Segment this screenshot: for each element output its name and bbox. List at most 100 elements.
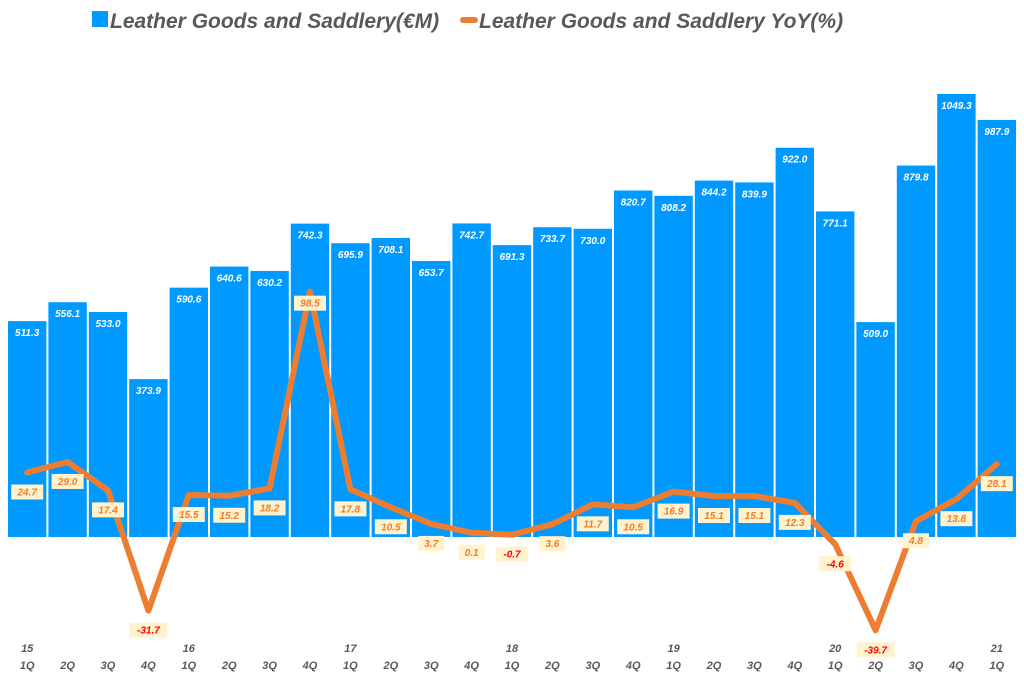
bar-value-label: 533.0 bbox=[95, 319, 120, 330]
bar bbox=[937, 94, 976, 537]
yoy-value-label: 11.7 bbox=[583, 519, 602, 530]
bar-value-label: 509.0 bbox=[863, 329, 888, 340]
x-axis-quarter-label: 2Q bbox=[382, 660, 398, 672]
x-axis-year-label: 17 bbox=[344, 643, 357, 655]
yoy-label-box bbox=[819, 556, 852, 572]
bar-value-label: 373.9 bbox=[136, 386, 161, 397]
yoy-label-box bbox=[940, 511, 973, 527]
x-axis-quarter-label: 2Q bbox=[221, 660, 237, 672]
x-axis-year-label: 16 bbox=[183, 643, 196, 655]
yoy-value-label: 13.8 bbox=[947, 514, 967, 525]
bar-value-label: 771.1 bbox=[823, 218, 848, 229]
yoy-label-box bbox=[698, 508, 730, 524]
yoy-value-label: 3.6 bbox=[545, 539, 559, 550]
x-axis-quarter-label: 1Q bbox=[343, 660, 358, 672]
yoy-value-label: 15.1 bbox=[704, 511, 724, 522]
x-axis-quarter-label: 2Q bbox=[867, 660, 883, 672]
yoy-value-label: 15.1 bbox=[745, 511, 765, 522]
yoy-value-label: 3.7 bbox=[424, 539, 438, 550]
yoy-line bbox=[24, 288, 1000, 634]
yoy-label-box bbox=[617, 519, 650, 535]
bar-value-label: 922.0 bbox=[782, 155, 807, 166]
legend-label-bar: Leather Goods and Saddlery(€M) bbox=[110, 10, 439, 33]
bar-value-label: 879.8 bbox=[903, 173, 928, 184]
bar-value-label: 808.2 bbox=[661, 203, 686, 214]
yoy-label-box bbox=[172, 507, 205, 523]
bar bbox=[129, 379, 168, 537]
yoy-value-label: 17.8 bbox=[341, 504, 361, 515]
yoy-value-label: 98.5 bbox=[300, 299, 320, 310]
yoy-label-box bbox=[213, 507, 246, 523]
x-axis-year-label: 15 bbox=[21, 643, 34, 655]
legend-swatch-bar bbox=[92, 11, 108, 27]
yoy-label-box bbox=[496, 546, 528, 562]
yoy-label-box bbox=[374, 519, 407, 535]
yoy-label-box bbox=[92, 502, 124, 518]
yoy-label-box bbox=[576, 516, 609, 532]
bar bbox=[896, 165, 936, 538]
x-axis-quarter-label: 4Q bbox=[786, 660, 802, 672]
yoy-value-label: 24.7 bbox=[16, 487, 37, 498]
yoy-value-label: 15.2 bbox=[219, 511, 239, 522]
bar bbox=[735, 182, 774, 537]
yoy-value-label: 29.0 bbox=[57, 477, 78, 488]
x-axis-quarter-label: 4Q bbox=[140, 660, 156, 672]
bar bbox=[492, 245, 532, 537]
bar bbox=[654, 195, 693, 537]
x-axis-quarter-label: 4Q bbox=[302, 660, 318, 672]
yoy-label-box bbox=[294, 295, 326, 311]
bar bbox=[250, 270, 289, 537]
bar-value-label: 630.2 bbox=[257, 278, 282, 289]
yoy-value-label: 16.9 bbox=[664, 507, 684, 518]
yoy-value-label: 17.4 bbox=[98, 505, 118, 516]
yoy-value-label: 12.3 bbox=[785, 518, 805, 529]
x-axis-year-label: 21 bbox=[990, 643, 1003, 655]
x-axis-quarter-label: 1Q bbox=[20, 660, 35, 672]
bar bbox=[856, 322, 895, 537]
yoy-value-label: 28.1 bbox=[986, 479, 1007, 490]
bar bbox=[614, 190, 653, 537]
yoy-value-label: -31.7 bbox=[137, 626, 160, 637]
yoy-value-label: 10.5 bbox=[381, 522, 401, 533]
legend-swatch-line bbox=[460, 17, 478, 23]
yoy-value-label: -4.6 bbox=[827, 559, 845, 570]
bar bbox=[816, 211, 855, 537]
yoy-label-box bbox=[418, 535, 445, 551]
bar bbox=[452, 223, 491, 537]
bar-value-label: 708.1 bbox=[378, 245, 403, 256]
bar bbox=[775, 147, 814, 537]
yoy-label-box bbox=[334, 501, 367, 517]
yoy-label-box bbox=[980, 476, 1013, 492]
bar-value-label: 511.3 bbox=[15, 328, 40, 339]
yoy-label-box bbox=[11, 484, 44, 500]
yoy-label-box bbox=[738, 508, 771, 524]
bar bbox=[412, 261, 451, 537]
legend-label-line: Leather Goods and Saddlery YoY(%) bbox=[479, 10, 843, 33]
yoy-value-label: 4.8 bbox=[908, 536, 923, 547]
x-axis-year-label: 19 bbox=[667, 643, 680, 655]
yoy-value-label: -0.7 bbox=[503, 550, 521, 561]
x-axis-quarter-label: 4Q bbox=[625, 660, 641, 672]
bar-value-label: 556.1 bbox=[55, 309, 80, 320]
x-axis-quarter-label: 3Q bbox=[101, 660, 116, 672]
bar-value-label: 691.3 bbox=[499, 252, 524, 263]
yoy-label-box bbox=[458, 544, 485, 560]
yoy-value-label: 18.2 bbox=[260, 503, 280, 514]
bar bbox=[371, 238, 410, 538]
yoy-label-box bbox=[856, 642, 895, 658]
x-axis-quarter-label: 4Q bbox=[463, 660, 479, 672]
bar-value-label: 695.9 bbox=[338, 250, 363, 261]
bar-value-label: 653.7 bbox=[419, 268, 444, 279]
x-axis-year-label: 20 bbox=[828, 643, 842, 655]
yoy-label-box bbox=[539, 536, 566, 552]
bar bbox=[290, 223, 330, 537]
bar-value-label: 640.6 bbox=[217, 274, 242, 285]
bar bbox=[694, 180, 734, 537]
yoy-label-box bbox=[903, 533, 929, 549]
bar-value-label: 820.7 bbox=[621, 198, 646, 209]
x-axis-quarter-label: 4Q bbox=[948, 660, 964, 672]
yoy-value-label: 10.5 bbox=[623, 522, 643, 533]
bar-value-label: 839.9 bbox=[742, 189, 767, 200]
x-axis-quarter-label: 2Q bbox=[59, 660, 75, 672]
